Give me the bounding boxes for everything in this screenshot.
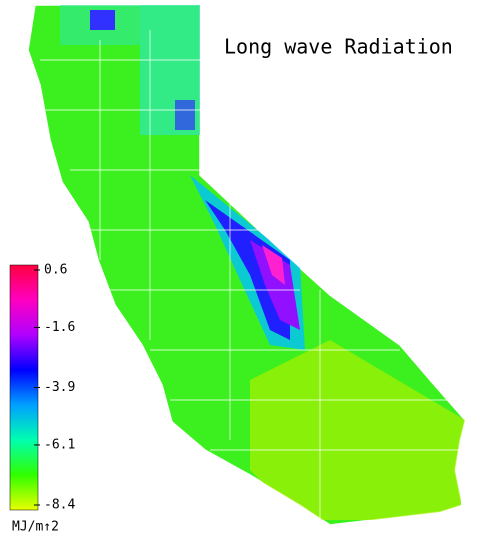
colorbar-unit: MJ/m↑2 <box>12 520 59 535</box>
colorbar-ticks: 0.6 -1.6 -3.9 -6.1 -8.4 <box>34 263 75 513</box>
tick-label: -1.6 <box>44 320 75 335</box>
blue-patch <box>90 10 115 30</box>
tick-label: -6.1 <box>44 437 75 452</box>
yellow-region <box>250 340 465 520</box>
county-lines <box>40 30 460 520</box>
tick-label: -3.9 <box>44 380 75 395</box>
tick-label: 0.6 <box>44 263 67 278</box>
colorbar <box>9 264 39 511</box>
magenta-peak <box>262 245 285 285</box>
purple-sierra <box>250 240 300 330</box>
map-title: Long wave Radiation <box>224 35 453 59</box>
blue-sierra <box>205 200 290 340</box>
blue-patch <box>175 100 195 130</box>
california-map <box>27 4 466 526</box>
tick-label: -8.4 <box>44 498 75 513</box>
